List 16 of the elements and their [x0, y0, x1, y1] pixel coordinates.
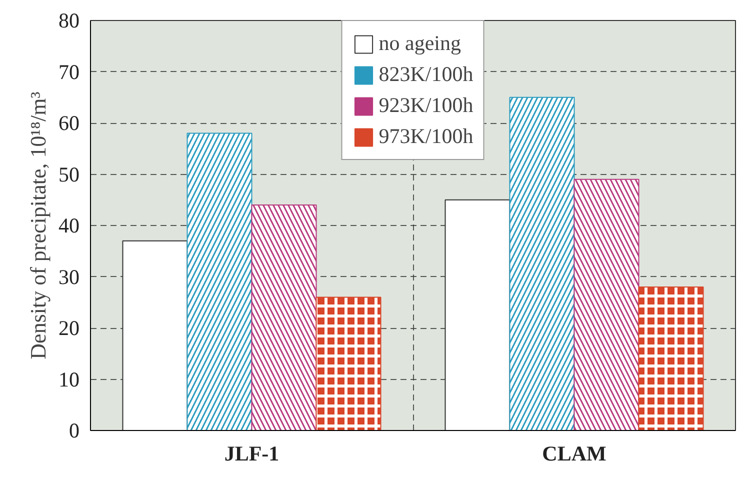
y-tick-label: 40: [58, 214, 80, 238]
y-tick-label: 20: [58, 316, 80, 340]
legend-label: 923K/100h: [378, 93, 474, 118]
y-tick-label: 70: [58, 60, 80, 84]
x-tick-label: CLAM: [542, 442, 607, 466]
legend-label: 973K/100h: [378, 124, 474, 149]
y-tick-label: 60: [58, 111, 80, 135]
y-axis-title: Density of precipitate, 10¹⁸/m³: [26, 91, 50, 360]
y-tick-label: 0: [69, 418, 80, 442]
legend-label: no ageing: [378, 31, 461, 56]
y-tick-label: 80: [58, 8, 80, 32]
x-tick-label: JLF-1: [224, 442, 280, 466]
y-tick-label: 30: [58, 264, 80, 289]
y-tick-label: 50: [58, 162, 80, 186]
y-tick-label: 10: [58, 367, 80, 392]
legend-label: 823K/100h: [378, 62, 474, 87]
